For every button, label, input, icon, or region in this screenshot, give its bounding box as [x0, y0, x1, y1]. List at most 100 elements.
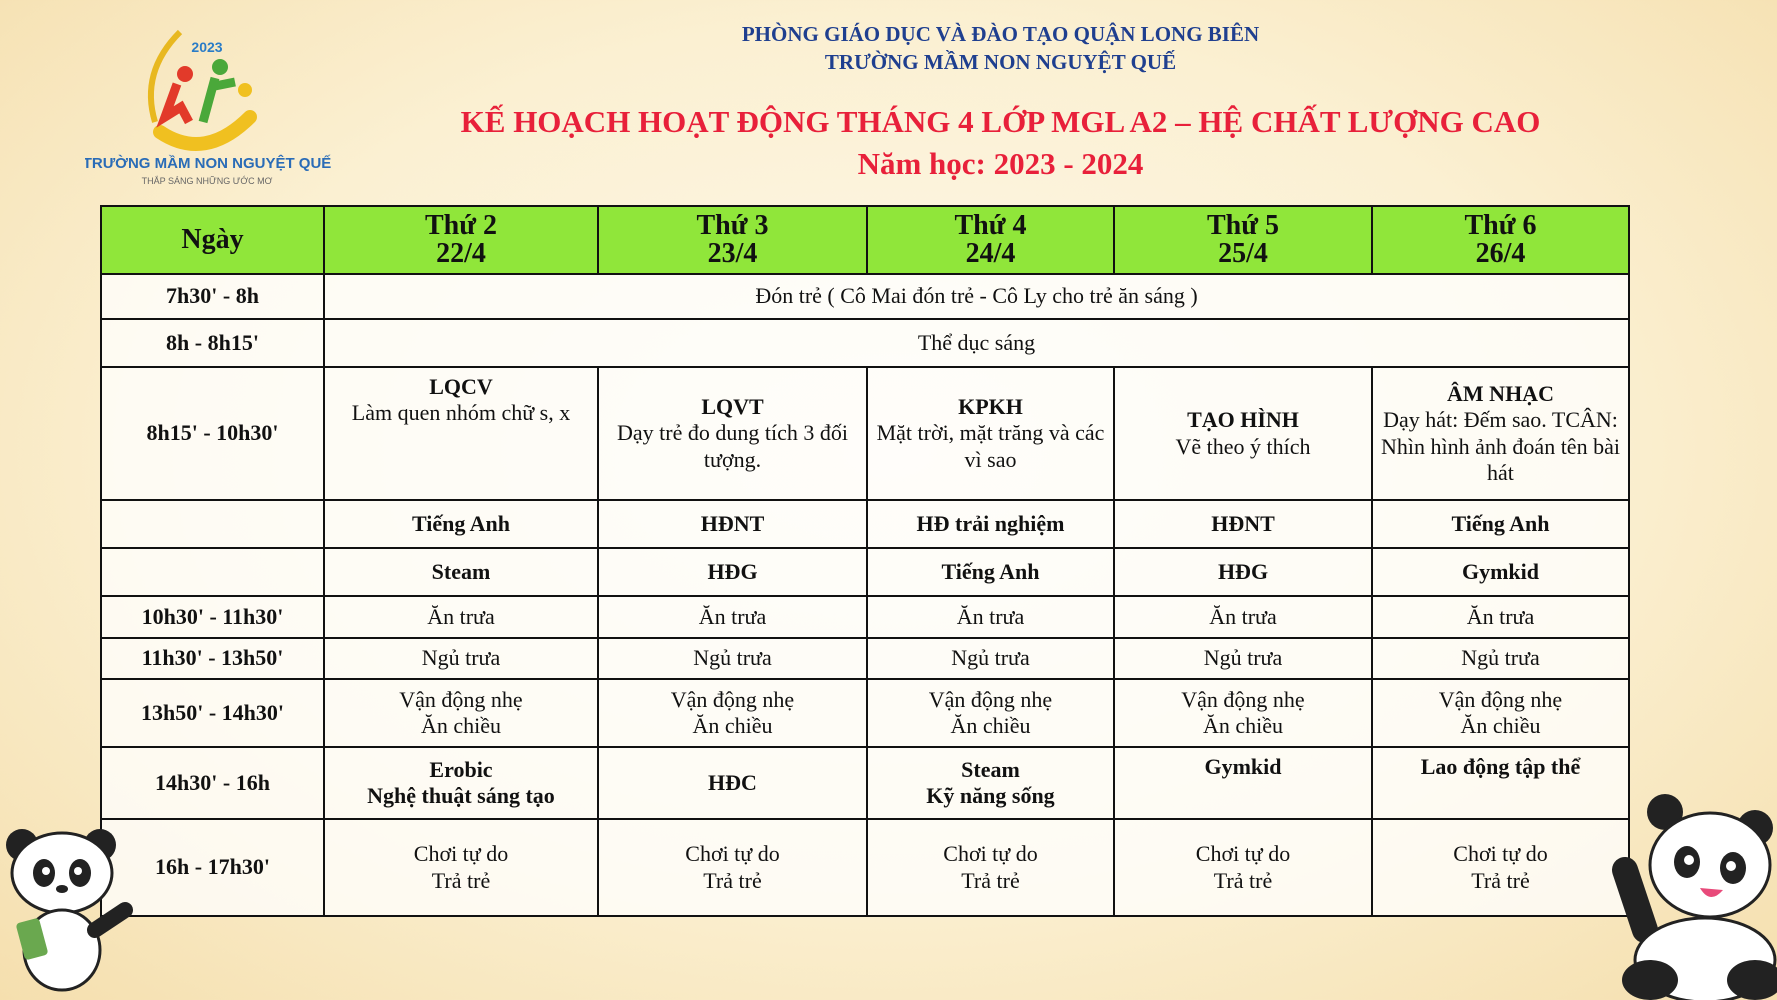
- time-cell: 13h50' - 14h30': [100, 678, 325, 748]
- activity-line: Trả trẻ: [431, 867, 491, 893]
- lesson-cell: LQVT Dạy trẻ đo dung tích 3 đối tượng.: [597, 366, 868, 501]
- activity-cell: Vận động nhẹ Ăn chiều: [1113, 678, 1373, 748]
- activity-cell: Ăn trưa: [1371, 595, 1630, 639]
- time-cell: 14h30' - 16h: [100, 746, 325, 820]
- header-row: Ngày Thứ 2 22/4 Thứ 3 23/4 Thứ 4 24/4 Thứ 5…: [100, 205, 1630, 275]
- activity-cell: Thể dục sáng: [323, 318, 1630, 368]
- activity-cell: Steam Kỹ năng sống: [866, 746, 1115, 820]
- activity-line: Chơi tự do: [1195, 841, 1291, 867]
- activity-line: Kỹ năng sống: [926, 783, 1055, 808]
- panda-left-illustration: [6, 829, 133, 992]
- activity-cell: Tiếng Anh: [1371, 499, 1630, 549]
- activity-line: Vận động nhẹ: [670, 686, 795, 712]
- table-row: 13h50' - 14h30' Vận động nhẹ Ăn chiều Vận đ…: [100, 678, 1630, 748]
- activity-line: Steam: [961, 756, 1020, 782]
- lesson-title: LQCV: [429, 374, 493, 399]
- activity-cell: Ngủ trưa: [597, 637, 868, 680]
- activity-line: Ăn chiều: [1460, 713, 1541, 738]
- activity-line: Vận động nhẹ: [1181, 686, 1305, 712]
- activity-cell: Gymkid: [1371, 547, 1630, 597]
- activity-cell: Chơi tự do Trả trẻ: [323, 818, 599, 917]
- activity-cell: HĐG: [1113, 547, 1373, 597]
- day-header: Thứ 3 23/4: [597, 205, 868, 275]
- page-title: KẾ HOẠCH HOẠT ĐỘNG THÁNG 4 LỚP MGL A2 – …: [460, 104, 1541, 139]
- activity-cell: Tiếng Anh: [866, 547, 1115, 597]
- activity-cell: Vận động nhẹ Ăn chiều: [323, 678, 599, 748]
- panda-right-illustration: [1612, 794, 1777, 1000]
- table-row: 14h30' - 16h Erobic Nghệ thuật sáng tạo HĐC…: [100, 746, 1630, 820]
- activity-cell: Vận động nhẹ Ăn chiều: [866, 678, 1115, 748]
- school-heading: TRƯỜNG MẦM NON NGUYỆT QUẾ: [824, 50, 1177, 74]
- activity-cell: Chơi tự do Trả trẻ: [1113, 818, 1373, 917]
- time-cell: 11h30' - 13h50': [100, 637, 325, 680]
- school-year: Năm học: 2023 - 2024: [857, 146, 1144, 181]
- lesson-cell: LQCV Làm quen nhóm chữ s, x: [323, 366, 599, 501]
- activity-cell: Ăn trưa: [866, 595, 1115, 639]
- day-header: Thứ 2 22/4: [323, 205, 599, 275]
- time-cell: [100, 547, 325, 597]
- activity-line: Ăn chiều: [420, 713, 502, 738]
- activity-line: HĐC: [708, 769, 757, 795]
- lesson-description: Dạy hát: Đếm sao. TCÂN: Nhìn hình ảnh đo…: [1381, 407, 1620, 485]
- activity-cell: Erobic Nghệ thuật sáng tạo: [323, 746, 599, 820]
- activity-cell: Ngủ trưa: [1371, 637, 1630, 680]
- activity-line: Chơi tự do: [685, 841, 780, 867]
- table-row: 7h30' - 8h Đón trẻ ( Cô Mai đón trẻ - Cô…: [100, 273, 1630, 320]
- department-heading: PHÒNG GIÁO DỤC VÀ ĐÀO TẠO QUẬN LONG BIÊN: [741, 22, 1260, 46]
- activity-line: Ăn chiều: [1202, 713, 1284, 738]
- activity-cell: Lao động tập thể: [1371, 746, 1630, 820]
- activity-line: Vận động nhẹ: [399, 686, 523, 712]
- schedule-table: Ngày Thứ 2 22/4 Thứ 3 23/4 Thứ 4 24/4 Thứ 5…: [100, 205, 1630, 917]
- table-row: Steam HĐG Tiếng Anh HĐG Gymkid: [100, 547, 1630, 597]
- svg-text:2023: 2023: [191, 39, 222, 55]
- time-cell: 10h30' - 11h30': [100, 595, 325, 639]
- activity-line: Vận động nhẹ: [1438, 686, 1563, 712]
- table-row: 11h30' - 13h50' Ngủ trưa Ngủ trưa Ngủ trưa N…: [100, 637, 1630, 680]
- lesson-description: Dạy trẻ đo dung tích 3 đối tượng.: [617, 420, 848, 472]
- activity-cell: Vận động nhẹ Ăn chiều: [597, 678, 868, 748]
- lesson-title: TẠO HÌNH: [1187, 407, 1299, 433]
- activity-line: Trả trẻ: [1213, 867, 1273, 893]
- activity-cell: Chơi tự do Trả trẻ: [597, 818, 868, 917]
- activity-cell: HĐ trải nghiệm: [866, 499, 1115, 549]
- day-header: Thứ 5 25/4: [1113, 205, 1373, 275]
- activity-line: Gymkid: [1204, 754, 1282, 779]
- table-row: Tiếng Anh HĐNT HĐ trải nghiệm HĐNT Tiếng Anh: [100, 499, 1630, 549]
- day-header: Thứ 4 24/4: [866, 205, 1115, 275]
- activity-cell: Ăn trưa: [1113, 595, 1373, 639]
- activity-cell: HĐNT: [1113, 499, 1373, 549]
- lesson-cell: TẠO HÌNH Vẽ theo ý thích: [1113, 366, 1373, 501]
- lesson-title: ÂM NHẠC: [1447, 380, 1554, 406]
- activity-cell: Tiếng Anh: [323, 499, 599, 549]
- activity-line: Trả trẻ: [1471, 867, 1530, 893]
- activity-cell: Chơi tự do Trả trẻ: [1371, 818, 1630, 917]
- lesson-description: Vẽ theo ý thích: [1175, 433, 1311, 459]
- activity-line: Chơi tự do: [1453, 841, 1548, 867]
- table-row: 8h15' - 10h30' LQCV Làm quen nhóm chữ s, …: [100, 366, 1630, 501]
- activity-cell: HĐG: [597, 547, 868, 597]
- activity-cell: Ngủ trưa: [1113, 637, 1373, 680]
- school-logo: 2023 TRƯỜNG MẦM NON NGUYỆT QUẾ THẮP SÁNG…: [85, 29, 331, 186]
- lesson-title: KPKH: [958, 393, 1023, 419]
- table-row: 16h - 17h30' Chơi tự do Trả trẻ Chơi tự do T…: [100, 818, 1630, 917]
- activity-cell: Steam: [323, 547, 599, 597]
- time-cell: 8h15' - 10h30': [100, 366, 325, 501]
- activity-cell: HĐNT: [597, 499, 868, 549]
- activity-cell: Ngủ trưa: [323, 637, 599, 680]
- time-cell: 7h30' - 8h: [100, 273, 325, 320]
- activity-cell: Ăn trưa: [597, 595, 868, 639]
- activity-line: Ăn chiều: [692, 713, 773, 738]
- activity-cell: Vận động nhẹ Ăn chiều: [1371, 678, 1630, 748]
- activity-cell: Ăn trưa: [323, 595, 599, 639]
- lesson-title: LQVT: [701, 393, 764, 419]
- activity-line: Vận động nhẹ: [928, 686, 1053, 712]
- activity-cell: Ngủ trưa: [866, 637, 1115, 680]
- svg-text:TRƯỜNG MẦM NON NGUYỆT QUẾ: TRƯỜNG MẦM NON NGUYỆT QUẾ: [85, 154, 331, 172]
- lesson-description: Mặt trời, mặt trăng và các vì sao: [876, 420, 1105, 472]
- lesson-cell: KPKH Mặt trời, mặt trăng và các vì sao: [866, 366, 1115, 501]
- time-cell: 8h - 8h15': [100, 318, 325, 368]
- corner-cell: Ngày: [100, 205, 325, 275]
- svg-text:THẮP SÁNG NHỮNG ƯỚC MƠ: THẮP SÁNG NHỮNG ƯỚC MƠ: [142, 176, 273, 186]
- lesson-description: Làm quen nhóm chữ s, x: [351, 400, 571, 426]
- activity-cell: Đón trẻ ( Cô Mai đón trẻ - Cô Ly cho trẻ…: [323, 273, 1630, 320]
